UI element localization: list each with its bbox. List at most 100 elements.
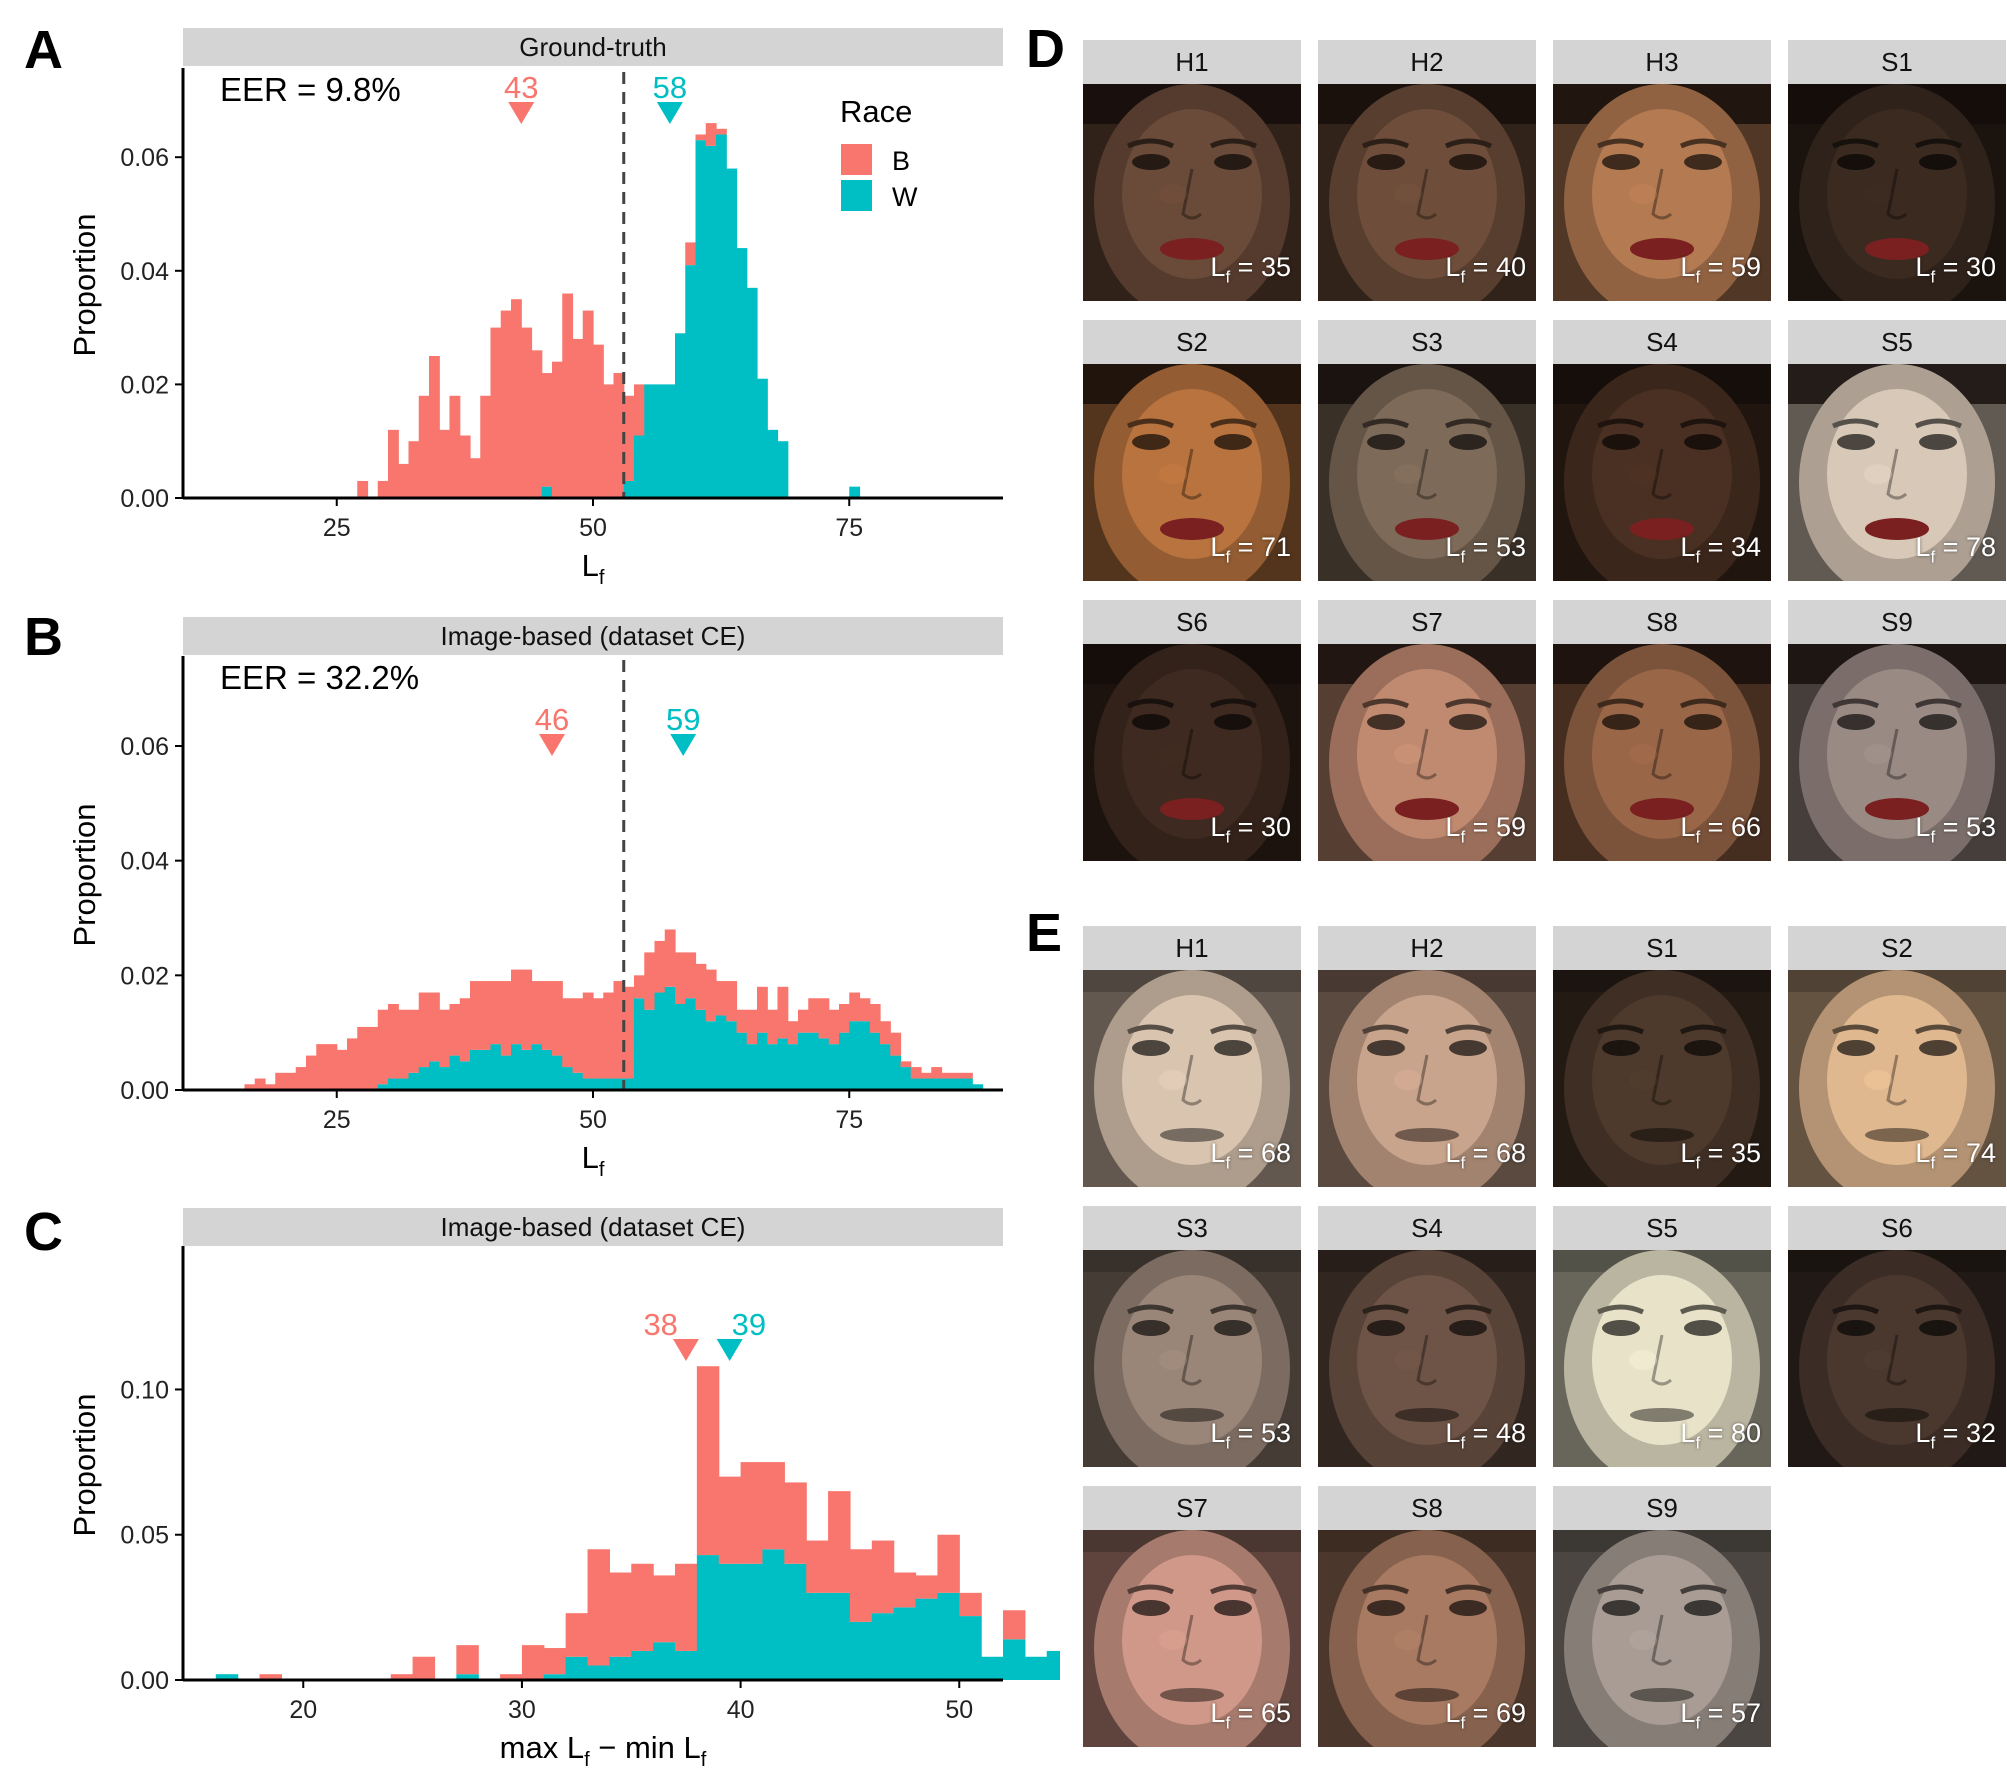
bar-w [893,1607,917,1680]
lf-number: 53 [1495,531,1526,562]
bar-w [572,1072,584,1090]
legend-title: Race [840,94,912,129]
face-lf-value: Lf = 53 [1210,1417,1291,1452]
legend-swatch-b [841,144,872,175]
face-tile: S1 Lf = 35 [1553,926,1771,1187]
bar-b [839,1004,850,1033]
strip-background [183,1208,1003,1246]
bar-w [582,1078,594,1090]
face-lf-value: Lf = 48 [1445,1417,1526,1452]
face-lf-value: Lf = 69 [1445,1697,1526,1732]
face-tile: S6 Lf = 30 [1083,600,1301,861]
bar-w [634,435,645,498]
bar-b [818,998,830,1039]
x-axis-label: max Lf − min Lf [500,1730,707,1771]
bar-w [552,1055,563,1090]
bar-b [490,327,502,498]
marker-triangle-b [508,102,535,124]
face-tile-label: S9 [1553,1486,1771,1530]
y-tick-label: 0.00 [120,1077,169,1105]
bar-b [828,1009,840,1045]
face-tile: S7 Lf = 59 [1318,600,1536,861]
face-tile-label: S2 [1788,926,2006,970]
bar-b [941,1072,953,1079]
x-tick-label: 30 [508,1696,536,1724]
bar-b [623,395,635,481]
face-lf-value: Lf = 32 [1915,1417,1996,1452]
face-tile: H1 Lf = 35 [1083,40,1301,301]
bar-b [388,429,399,498]
x-tick-label: 25 [323,514,351,542]
legend-label-b: B [892,146,910,176]
bar-w [609,1656,632,1680]
face-tile: S6 Lf = 32 [1788,1206,2006,1467]
face-lf-value: Lf = 40 [1445,251,1526,286]
y-tick-label: 0.00 [120,1667,169,1695]
face-photo: Lf = 35 [1083,84,1301,301]
face-lf-value: Lf = 59 [1445,811,1526,846]
face-photo: Lf = 65 [1083,1530,1301,1747]
x-tick-label: 75 [835,514,863,542]
bar-b [531,350,543,498]
bar-b [470,458,481,498]
face-tile-label: S6 [1083,600,1301,644]
bar-b [357,480,369,498]
bar-w [654,384,666,498]
eer-annotation: EER = 9.8% [220,71,401,108]
y-axis-label: Proportion [67,803,102,946]
face-photo: Lf = 78 [1788,364,2006,581]
bar-b [480,395,492,498]
face-lf-value: Lf = 35 [1680,1137,1761,1172]
face-tile-label: S5 [1553,1206,1771,1250]
bar-w [849,1021,861,1090]
bar-b [937,1534,960,1593]
y-axis-label: Proportion [67,1393,102,1536]
face-lf-value: Lf = 68 [1445,1137,1526,1172]
bar-b [254,1078,266,1090]
bar-w [1003,1639,1026,1680]
bar-b [316,1044,328,1090]
bar-b [582,310,594,498]
face-tile-label: S7 [1083,1486,1301,1530]
bar-b [893,1572,917,1608]
legend-label-w: W [892,182,918,212]
strip-title: Image-based (dataset CE) [441,1212,746,1242]
bar-b [367,1026,379,1090]
bar-b [880,1021,891,1045]
x-axis-label: Lf [582,548,605,589]
bar-w [736,1032,748,1090]
bar-b [429,356,440,498]
strip-title: Image-based (dataset CE) [441,621,746,651]
bar-w [675,1004,686,1090]
face-photo: Lf = 35 [1553,970,1771,1187]
bar-b [784,1482,807,1564]
bar-w [675,1650,698,1680]
bar-b [456,1645,479,1675]
bar-b [480,981,492,1050]
face-photo: Lf = 71 [1083,364,1301,581]
bar-w [603,1078,615,1090]
face-tile: S4 Lf = 34 [1553,320,1771,581]
bar-w [787,1044,799,1090]
face-tile: S8 Lf = 66 [1553,600,1771,861]
bar-b [654,940,666,993]
marker-triangle-w [716,1339,743,1361]
bar-w [767,429,779,498]
y-tick-label: 0.10 [120,1376,169,1404]
marker-label-b: 38 [643,1307,677,1342]
bar-b [470,981,481,1050]
y-tick-label: 0.04 [120,848,169,876]
bar-w [653,1642,676,1680]
face-lf-value: Lf = 59 [1680,251,1761,286]
bar-b [531,981,543,1045]
bar-b [828,1491,851,1593]
y-tick-label: 0.00 [120,485,169,513]
bar-b [306,1055,317,1090]
face-photo: Lf = 53 [1083,1250,1301,1467]
bar-w [740,1563,764,1680]
x-tick-label: 75 [835,1106,863,1134]
bar-b [500,1674,523,1680]
bar-b [675,1563,698,1651]
face-tile: S7 Lf = 65 [1083,1486,1301,1747]
bar-b [859,998,871,1022]
